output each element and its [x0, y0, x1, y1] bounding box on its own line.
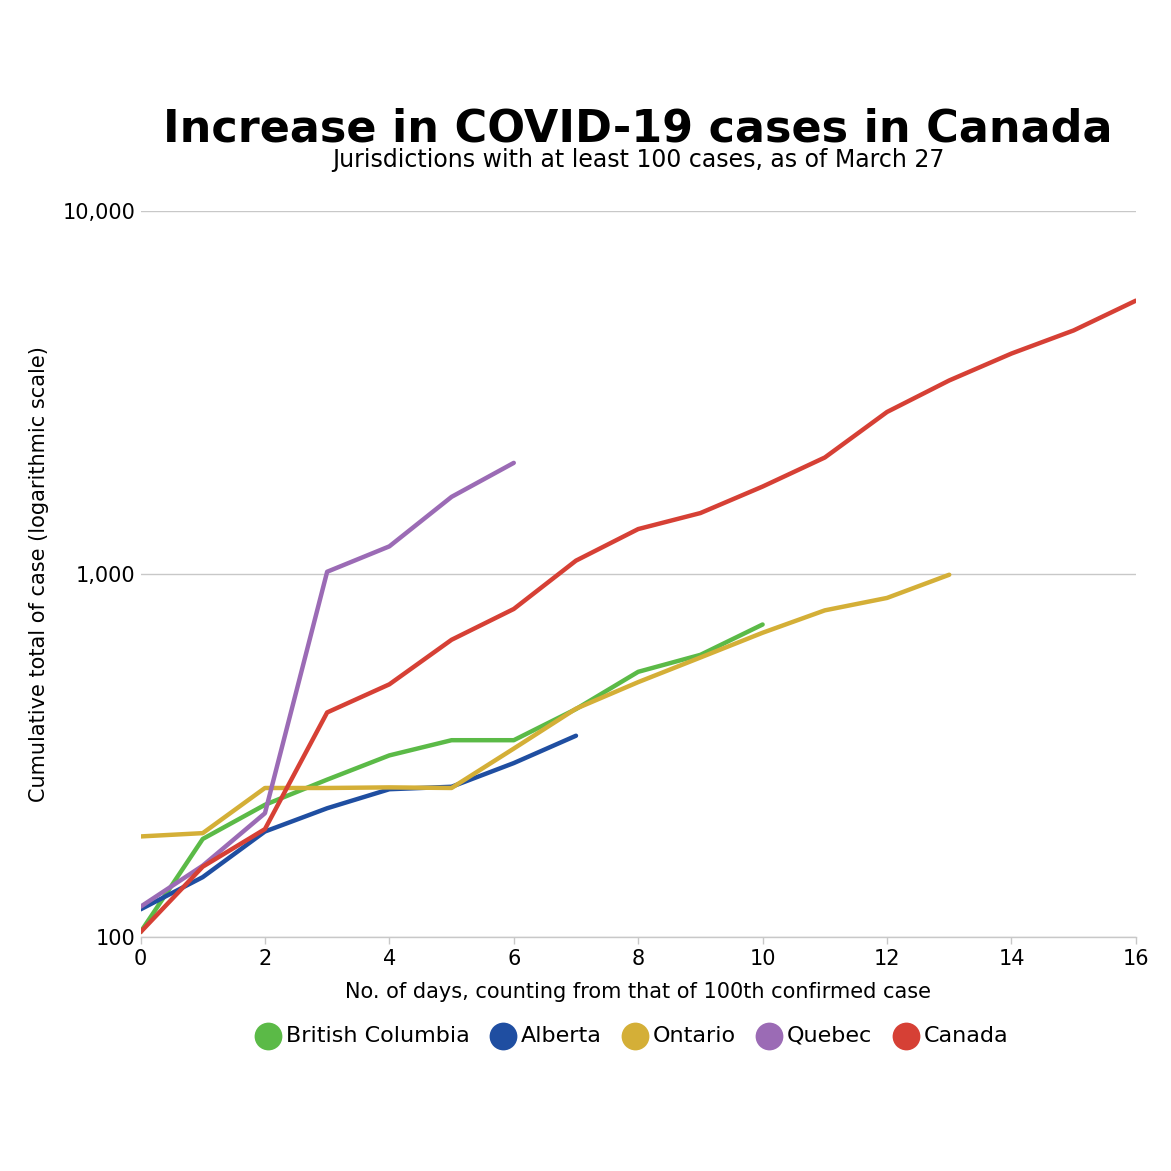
Quebec — [382, 540, 396, 554]
Ontario — [445, 781, 459, 795]
Alberta — [507, 756, 521, 771]
Canada — [1005, 347, 1019, 361]
Canada — [382, 677, 396, 691]
Ontario — [817, 603, 831, 617]
Alberta — [569, 728, 583, 742]
Alberta — [258, 824, 272, 838]
Quebec — [320, 564, 334, 578]
Quebec — [133, 899, 148, 913]
Quebec — [258, 806, 272, 820]
Canada — [445, 632, 459, 646]
Canada — [693, 506, 707, 520]
Line: British Columbia: British Columbia — [141, 624, 762, 932]
Alberta — [320, 801, 334, 815]
Canada — [507, 602, 521, 616]
Ontario — [133, 829, 148, 843]
Canada — [881, 405, 895, 419]
Y-axis label: Cumulative total of case (logarithmic scale): Cumulative total of case (logarithmic sc… — [29, 345, 49, 802]
Ontario — [320, 781, 334, 795]
Canada — [320, 705, 334, 719]
Canada — [817, 451, 831, 465]
Canada — [569, 554, 583, 568]
Quebec — [445, 489, 459, 504]
British Columbia — [755, 617, 769, 631]
Ontario — [755, 625, 769, 639]
X-axis label: No. of days, counting from that of 100th confirmed case: No. of days, counting from that of 100th… — [345, 982, 931, 1002]
Ontario — [569, 701, 583, 715]
Ontario — [631, 676, 645, 690]
Quebec — [196, 858, 210, 872]
Alberta — [445, 780, 459, 794]
Canada — [196, 860, 210, 874]
Alberta — [382, 782, 396, 796]
Legend: British Columbia, Alberta, Ontario, Quebec, Canada: British Columbia, Alberta, Ontario, Queb… — [260, 1016, 1016, 1054]
Ontario — [196, 826, 210, 840]
Ontario — [881, 591, 895, 605]
Ontario — [258, 781, 272, 795]
Title: Increase in COVID-19 cases in Canada: Increase in COVID-19 cases in Canada — [164, 108, 1112, 150]
British Columbia — [631, 665, 645, 679]
Canada — [943, 374, 957, 388]
Alberta — [133, 903, 148, 917]
Line: Quebec: Quebec — [141, 463, 514, 906]
Ontario — [382, 780, 396, 794]
Canada — [631, 522, 645, 536]
Alberta — [196, 870, 210, 884]
British Columbia — [693, 648, 707, 662]
British Columbia — [320, 773, 334, 787]
Canada — [133, 925, 148, 939]
British Columbia — [196, 831, 210, 845]
Canada — [1067, 323, 1081, 337]
Canada — [258, 822, 272, 836]
British Columbia — [507, 733, 521, 747]
Ontario — [943, 568, 957, 582]
Quebec — [507, 456, 521, 470]
Line: Canada: Canada — [141, 301, 1136, 932]
British Columbia — [258, 797, 272, 812]
Line: Alberta: Alberta — [141, 735, 576, 910]
Canada — [755, 480, 769, 494]
Ontario — [693, 650, 707, 664]
British Columbia — [382, 748, 396, 762]
Ontario — [507, 741, 521, 755]
Canada — [1129, 294, 1143, 308]
Text: Jurisdictions with at least 100 cases, as of March 27: Jurisdictions with at least 100 cases, a… — [333, 148, 944, 172]
Line: Ontario: Ontario — [141, 575, 950, 836]
British Columbia — [445, 733, 459, 747]
British Columbia — [569, 703, 583, 717]
British Columbia — [133, 925, 148, 939]
